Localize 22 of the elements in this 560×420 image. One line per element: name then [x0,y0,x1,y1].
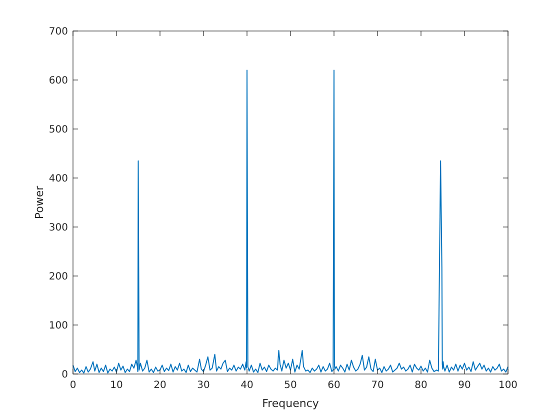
x-tick-label: 40 [240,380,254,391]
y-tick-label: 0 [62,370,68,380]
x-tick-label: 100 [498,380,518,391]
line-series [72,70,508,374]
x-tick-label: 60 [328,380,340,391]
x-axis-title: Frequency [262,397,320,410]
y-tick-label: 400 [48,174,68,184]
y-tick-label: 300 [48,222,68,234]
y-tick-label: 200 [48,272,68,282]
y-tick-label: 600 [48,76,68,86]
x-tick-label: 70 [371,380,384,391]
y-tick-label: 500 [48,124,68,136]
y-tick-label: 700 [48,26,68,38]
y-axis-title: Power [33,185,46,220]
x-tick-label: 20 [154,380,166,391]
x-tick-label: 30 [197,380,210,391]
x-tick-label: 10 [110,380,123,391]
x-tick-label: 80 [414,380,428,391]
x-tick-label: 90 [458,380,471,391]
x-tick-label: 50 [284,380,297,391]
x-tick-label: 0 [70,380,76,391]
y-tick-label: 100 [48,320,68,332]
